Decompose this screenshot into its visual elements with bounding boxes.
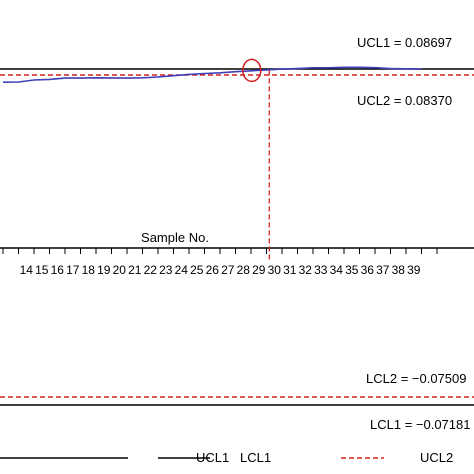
x-tick-label: 20 — [113, 263, 127, 277]
data-series — [2, 66, 422, 83]
x-tick-label: 19 — [97, 263, 111, 277]
series-line — [2, 66, 422, 83]
legend-label-ucl1: UCL1 — [196, 450, 229, 465]
x-tick-label: 16 — [51, 263, 65, 277]
x-tick-label: 21 — [128, 263, 142, 277]
x-tick-label: 28 — [237, 263, 251, 277]
lcl1-label: LCL1 = −0.07181 — [370, 417, 470, 432]
x-tick-label: 32 — [299, 263, 313, 277]
legend-label-ucl2: UCL2 — [420, 450, 453, 465]
x-axis: 14 15 16 17 18 19 20 21 22 23 24 25 26 27 28 29 30 31 32 33… — [0, 247, 474, 277]
x-tick-label: 29 — [252, 263, 266, 277]
x-tick-label: 24 — [175, 263, 189, 277]
x-tick-label: 17 — [66, 263, 80, 277]
x-tick-label: 31 — [283, 263, 297, 277]
ucl2-label: UCL2 = 0.08370 — [357, 93, 452, 108]
x-tick-label: 33 — [314, 263, 328, 277]
x-tick-label: 22 — [144, 263, 158, 277]
x-axis-label: Sample No. — [141, 230, 209, 245]
x-tick-label: 36 — [361, 263, 375, 277]
limit-labels: UCL1 = 0.08697 UCL2 = 0.08370 LCL2 = −0.07… — [357, 35, 470, 432]
x-tick-label: 35 — [345, 263, 359, 277]
x-tick-label: 18 — [82, 263, 96, 277]
x-tick-label: 30 — [268, 263, 282, 277]
x-tick-label: 23 — [159, 263, 173, 277]
x-tick-label: 15 — [35, 263, 49, 277]
x-tick-label: 14 — [20, 263, 34, 277]
crossing-circle — [242, 58, 262, 83]
x-tick-label: 27 — [221, 263, 235, 277]
ucl1-label: UCL1 = 0.08697 — [357, 35, 452, 50]
control-limit-lines — [0, 68, 474, 406]
lcl2-label: LCL2 = −0.07509 — [366, 371, 466, 386]
x-tick-label: 39 — [407, 263, 421, 277]
legend-label-lcl1: LCL1 — [240, 450, 271, 465]
crossing-marker-group — [242, 58, 270, 262]
x-tick-label: 34 — [330, 263, 344, 277]
x-tick-label: 37 — [376, 263, 390, 277]
x-tick-label: 38 — [392, 263, 406, 277]
x-tick-label: 25 — [190, 263, 204, 277]
x-tick-label: 26 — [206, 263, 220, 277]
legend: UCL1 LCL1 UCL2 — [0, 450, 453, 465]
